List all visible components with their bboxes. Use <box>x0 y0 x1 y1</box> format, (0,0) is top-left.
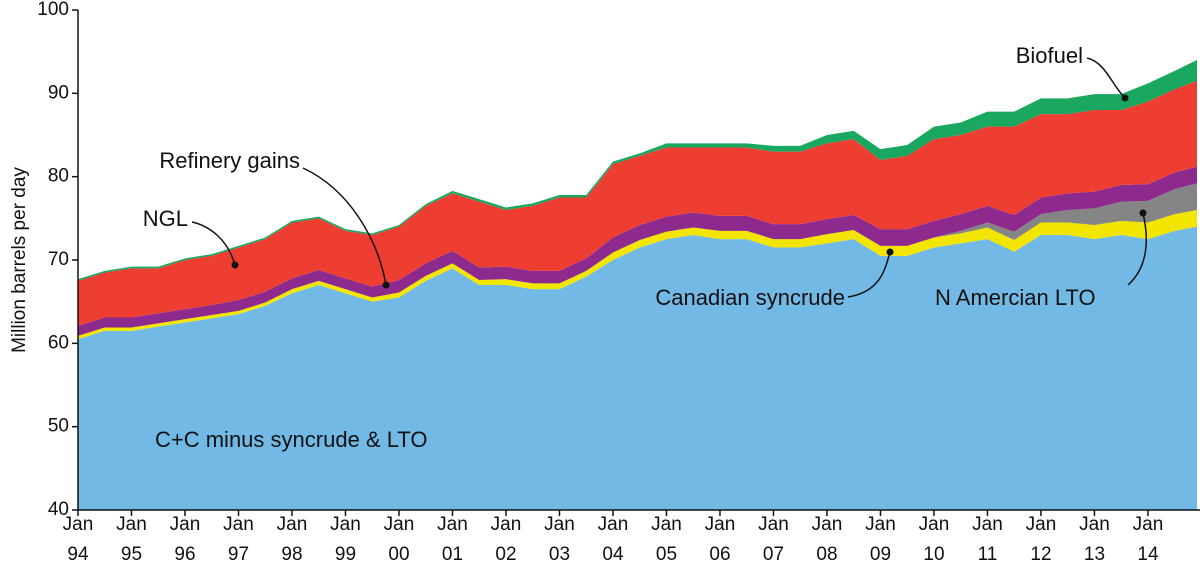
x-tick-label: Jan 10 <box>919 514 950 565</box>
x-tick-label: Jan 11 <box>972 514 1003 565</box>
leader-dot <box>231 261 239 269</box>
leader-dot <box>382 281 390 289</box>
x-tick-label: Jan 13 <box>1079 514 1110 565</box>
y-tick-label: 70 <box>48 249 69 270</box>
area <box>78 226 1197 510</box>
series-label: C+C minus syncrude & LTO <box>155 427 427 452</box>
y-tick-label: 80 <box>48 166 69 187</box>
y-tick-label: 100 <box>37 0 69 20</box>
y-tick-label: 60 <box>48 332 69 353</box>
leader-dot <box>1121 94 1129 102</box>
y-tick-label: 50 <box>48 416 69 437</box>
series-label: Biofuel <box>1016 43 1083 68</box>
x-tick-label: Jan 02 <box>491 514 522 565</box>
x-tick-label: Jan 14 <box>1133 514 1164 565</box>
x-tick-label: Jan 08 <box>812 514 843 565</box>
area <box>78 80 1197 326</box>
x-tick-label: Jan 09 <box>865 514 896 565</box>
x-tick-label: Jan 95 <box>116 514 147 565</box>
series-label: N Amercian LTO <box>935 285 1096 310</box>
x-tick-label: Jan 94 <box>63 514 94 565</box>
series-label: Canadian syncrude <box>655 285 845 310</box>
plot-area <box>78 60 1197 510</box>
leader-line <box>1127 212 1147 286</box>
leader-line <box>302 167 387 286</box>
x-tick-label: Jan 07 <box>758 514 789 565</box>
y-tick-label: 90 <box>48 82 69 103</box>
x-tick-label: Jan 99 <box>330 514 361 565</box>
x-tick-label: Jan 12 <box>1026 514 1057 565</box>
axes: 40 50 60 70 80 90 100 Jan 94 Jan 95 Jan 96 Jan 97 Jan 98… <box>37 0 1200 565</box>
x-tick-label: Jan 03 <box>544 514 575 565</box>
x-tick-label: Jan 05 <box>651 514 682 565</box>
y-axis-label: Million barrels per day <box>9 167 30 353</box>
x-tick-label: Jan 04 <box>598 514 629 565</box>
y-tick-label: 40 <box>48 499 69 520</box>
leader-dot <box>886 248 894 256</box>
leader-line <box>191 221 236 266</box>
x-tick-label: Jan 01 <box>437 514 468 565</box>
series-label: NGL <box>143 206 188 231</box>
x-tick-label: Jan 06 <box>705 514 736 565</box>
leader-line <box>847 251 891 298</box>
x-tick-label: Jan 97 <box>223 514 254 565</box>
annotations: C+C minus syncrude & LTO Canadian syncrud… <box>143 43 1147 452</box>
x-tick-label: Jan 98 <box>277 514 308 565</box>
x-tick-label: Jan 96 <box>170 514 201 565</box>
leader-dot <box>1139 209 1147 217</box>
leader-line <box>1086 57 1126 99</box>
area <box>78 60 1197 281</box>
x-tick-label: Jan 00 <box>384 514 415 565</box>
series-label: Refinery gains <box>159 148 300 173</box>
